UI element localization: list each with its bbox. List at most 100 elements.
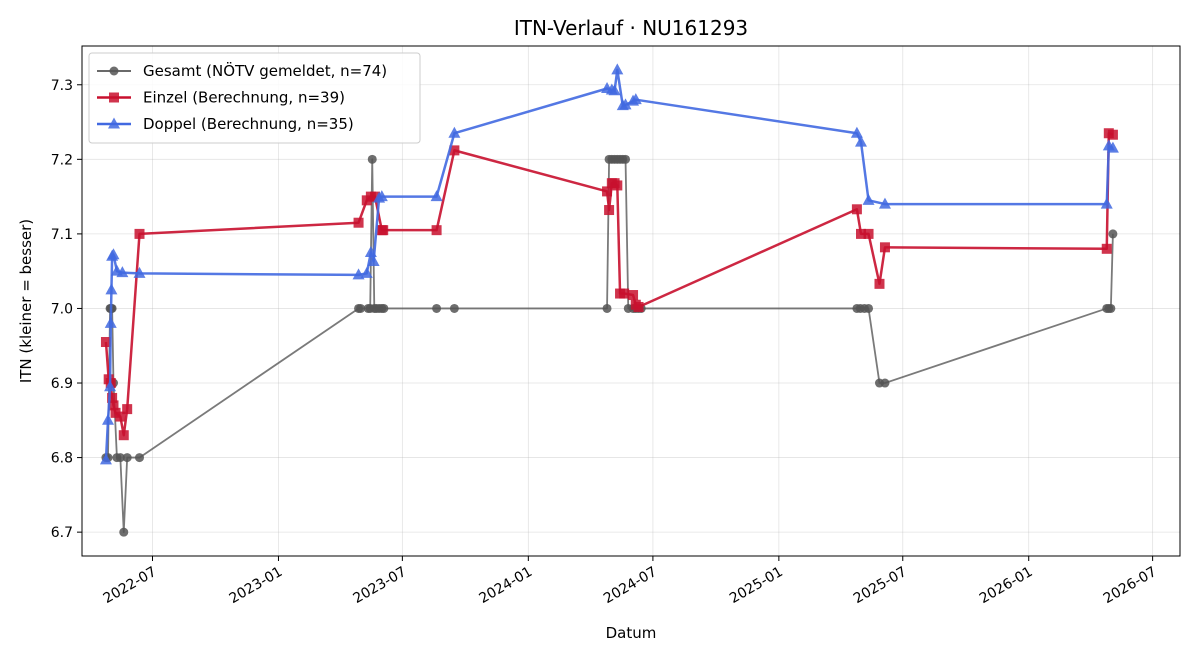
data-point	[1101, 243, 1112, 254]
legend-marker	[109, 92, 119, 103]
data-point	[431, 225, 442, 236]
data-point	[378, 225, 389, 236]
data-point	[135, 453, 145, 463]
plot-series	[99, 63, 1119, 537]
data-point	[367, 254, 380, 266]
data-point	[118, 430, 129, 441]
data-point	[430, 190, 443, 202]
data-point	[628, 290, 639, 301]
data-point	[862, 193, 875, 205]
data-point	[133, 266, 146, 278]
data-point	[1107, 129, 1118, 140]
series-doppel	[99, 63, 1119, 465]
data-point	[379, 303, 389, 313]
data-point	[619, 288, 630, 299]
y-tick-label: 6.9	[51, 376, 73, 392]
legend-item: Einzel (Berechnung, n=39)	[97, 89, 345, 107]
x-tick-label: 2025-07	[851, 564, 910, 607]
data-point	[611, 63, 624, 75]
data-point	[1106, 141, 1119, 153]
data-point	[364, 246, 377, 258]
data-point	[100, 337, 111, 348]
data-point	[621, 154, 631, 164]
data-point	[432, 303, 442, 313]
data-point	[99, 453, 112, 465]
data-point	[602, 303, 612, 313]
data-point	[122, 404, 133, 415]
x-axis-label: Datum	[606, 624, 657, 642]
series-einzel	[100, 128, 1118, 441]
data-point	[353, 217, 364, 228]
data-point	[608, 84, 621, 96]
legend-label: Doppel (Berechnung, n=35)	[143, 115, 354, 133]
data-point	[360, 266, 373, 278]
y-tick-label: 6.7	[51, 525, 73, 541]
data-point	[448, 126, 461, 138]
x-tick-label: 2026-07	[1101, 564, 1160, 607]
data-point	[369, 191, 380, 202]
data-point	[115, 453, 125, 463]
legend-item: Gesamt (NÖTV gemeldet, n=74)	[97, 61, 387, 80]
data-point	[1106, 303, 1116, 313]
data-point	[449, 145, 460, 156]
data-point	[863, 228, 874, 239]
y-axis-label: ITN (kleiner = besser)	[17, 219, 35, 383]
legend-label: Einzel (Berechnung, n=39)	[143, 89, 345, 107]
y-tick-label: 6.8	[51, 451, 73, 467]
data-point	[108, 400, 119, 411]
grid-lines	[82, 46, 1180, 556]
data-point	[874, 278, 885, 289]
legend-marker	[109, 66, 119, 76]
x-tick-label: 2023-01	[227, 564, 286, 607]
data-point	[449, 303, 459, 313]
data-point	[878, 197, 891, 209]
data-point	[629, 93, 642, 105]
y-tick-label: 7.3	[51, 78, 73, 94]
data-point	[602, 186, 613, 197]
legend: Gesamt (NÖTV gemeldet, n=74) Einzel (Bere…	[88, 52, 421, 144]
data-point	[107, 248, 120, 260]
data-point	[612, 180, 623, 191]
data-point	[134, 228, 145, 239]
y-tick-label: 7.2	[51, 152, 73, 168]
data-point	[855, 135, 868, 147]
data-point	[864, 303, 874, 313]
data-point	[856, 228, 867, 239]
x-tick-label: 2026-01	[977, 564, 1036, 607]
chart-title: ITN-Verlauf · NU161293	[514, 16, 748, 40]
x-tick-label: 2024-01	[476, 564, 535, 607]
data-point	[367, 154, 377, 164]
x-tick-label: 2024-07	[601, 564, 660, 607]
y-axis: 6.7 6.8 6.9 7.0 7.1 7.2 7.3	[51, 78, 82, 541]
plot-frame	[81, 45, 1181, 557]
data-point	[102, 413, 115, 425]
data-point	[105, 283, 118, 295]
data-point	[850, 126, 863, 138]
x-tick-label: 2022-07	[101, 564, 160, 607]
legend-label: Gesamt (NÖTV gemeldet, n=74)	[143, 61, 387, 80]
data-point	[604, 205, 615, 216]
data-point	[1100, 197, 1113, 209]
data-point	[879, 242, 890, 253]
data-point	[104, 316, 117, 328]
data-point	[1108, 229, 1118, 239]
legend-box	[88, 52, 421, 144]
y-tick-label: 7.1	[51, 227, 73, 243]
x-tick-label: 2025-01	[727, 564, 786, 607]
x-axis: 2022-07 2023-01 2023-07 2024-01 2024-07 2025-…	[101, 556, 1160, 607]
legend-item: Doppel (Berechnung, n=35)	[97, 115, 354, 133]
data-point	[851, 204, 862, 215]
data-point	[107, 392, 118, 403]
y-tick-label: 7.0	[51, 301, 73, 317]
data-point	[104, 380, 117, 392]
data-point	[880, 378, 890, 388]
data-point	[633, 301, 644, 312]
data-point	[356, 303, 366, 313]
data-point	[375, 190, 388, 202]
data-point	[619, 98, 632, 110]
x-tick-label: 2023-07	[350, 564, 409, 607]
legend-marker	[108, 117, 120, 129]
data-point	[119, 527, 129, 537]
data-point	[116, 266, 129, 278]
